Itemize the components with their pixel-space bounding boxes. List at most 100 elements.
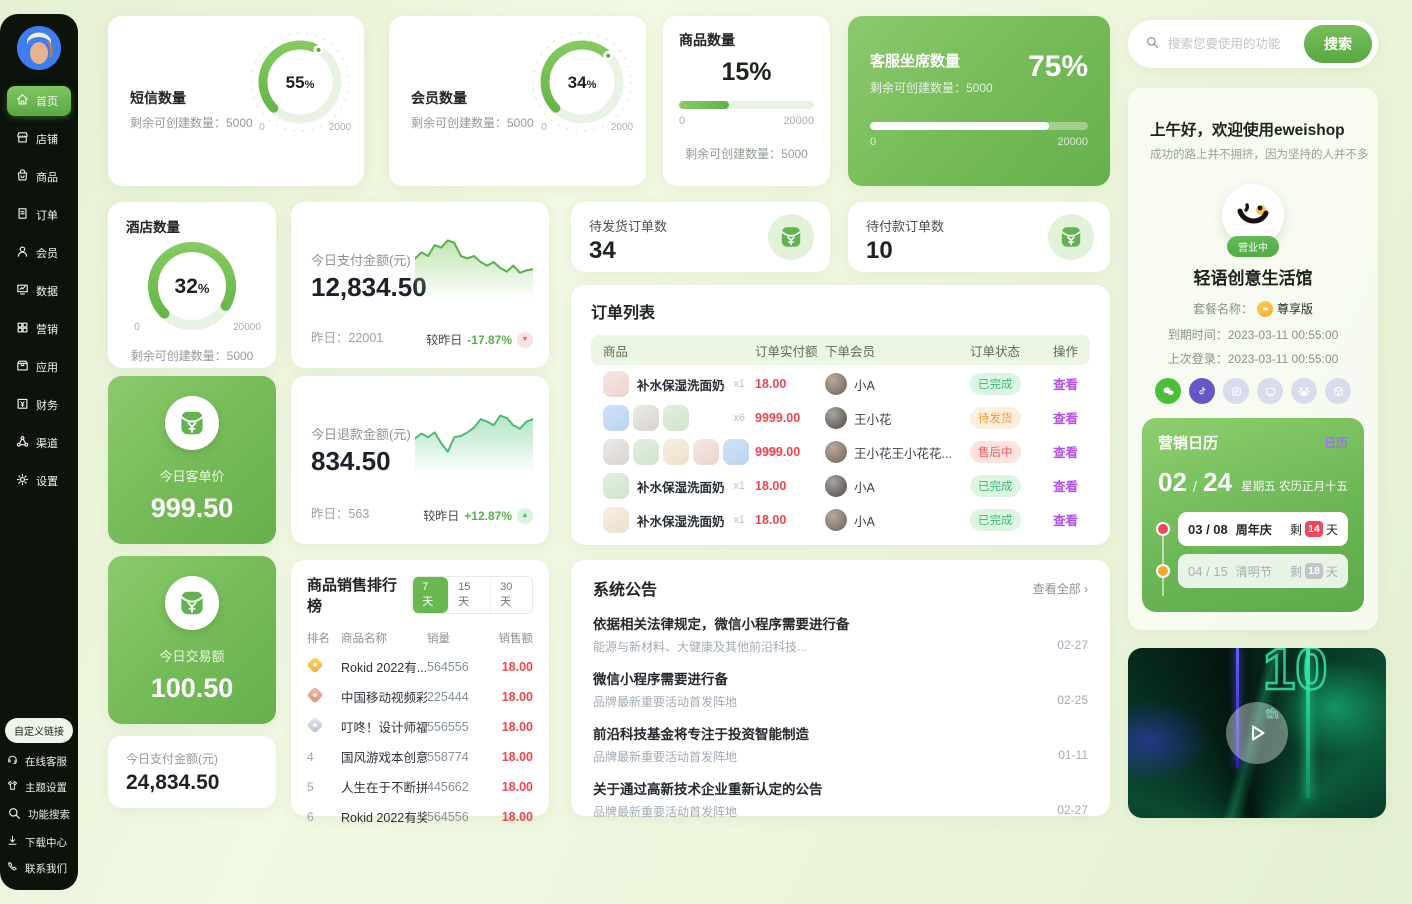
member-avatar [825,373,847,395]
trade-amount-card: 今日交易额 100.50 [108,556,276,724]
order-amount: 18.00 [755,479,787,493]
sidebar-item[interactable]: 营销 [7,314,71,344]
order-table-header: 商品 订单实付额 下单会员 订单状态 操作 [591,335,1090,365]
sidebar-footer-item[interactable]: 主题设置 [6,779,72,795]
trend-down-icon: ▼ [517,331,533,348]
list-item: 4 国风游戏本创意... 558774 18.00 [307,747,533,766]
order-amount: 18.00 [755,513,787,527]
list-item: Rokid 2022有... 564556 18.00 [306,656,533,676]
list-item: 6 Rokid 2022有奖征... 564556 18.00 [307,807,533,826]
remain-text: 剩余可创建数量：5000 [130,349,254,363]
function-search-bar: 搜索 [1128,20,1378,68]
channel-icons [1128,378,1378,404]
calendar-link[interactable]: 日历 [1323,436,1348,450]
order-amount: 18.00 [755,377,787,391]
hotel-gauge: 32% 0 20000 [134,242,261,333]
sidebar-item[interactable]: 应用 [7,352,71,382]
compare-row: 较昨日 +12.87% ▲ [423,507,533,524]
sidebar-item[interactable]: 店铺 [7,124,71,154]
status-badge: 售后中 [970,441,1021,463]
search-input[interactable] [1168,37,1304,51]
trend-up-icon: ▲ [517,507,533,524]
play-button-icon[interactable] [1226,702,1288,764]
member-avatar [825,475,847,497]
video-caption-small: th [1265,706,1279,722]
view-order-link[interactable]: 查看 [1052,514,1078,528]
announcement-date: 02-27 [1057,803,1088,817]
red-packet-icon [768,214,814,260]
table-row: x6 9999.00 王小花 待发货 查看 [591,403,1090,433]
announcement-item[interactable]: 依据相关法律规定，微信小程序需要进行备 能源与新材料、大健康及其他前沿科技...… [593,613,1088,655]
sidebar: 首页 店铺 商品 订单 会员 [0,14,78,890]
sidebar-item[interactable]: 订单 [7,200,71,230]
view-all-link[interactable]: 查看全部 › [1032,581,1088,596]
yesterday-value: 昨日：563 [311,507,370,521]
to-ship-count: 34 [589,237,616,264]
card-title: 酒店数量 [126,220,180,235]
qq-icon[interactable] [1257,378,1283,404]
neon-beam [1306,648,1310,798]
sidebar-item[interactable]: 设置 [7,466,71,496]
announcement-desc: 能源与新材料、大健康及其他前沿科技... [593,640,808,654]
ranking-tabs: 7天 15天 30天 [411,576,533,614]
ranking-tab[interactable]: 30天 [490,577,532,613]
card-title: 今日支付金额(元) [311,253,411,268]
view-order-link[interactable]: 查看 [1052,480,1078,494]
sidebar-footer-item[interactable]: 在线客服 [6,753,72,769]
ranking-tab[interactable]: 7天 [412,577,449,613]
remain-text: 剩余可创建数量：5000 [130,116,253,130]
sidebar-item[interactable]: 渠道 [7,428,71,458]
calendar-week: 星期五 农历正月十五 [1241,481,1348,493]
calendar-event[interactable]: 04 / 15 清明节 剩 18 天 [1158,554,1348,588]
sidebar-footer-item[interactable]: 下载中心 [6,834,72,850]
sidebar-item[interactable]: 数据 [7,276,71,306]
sidebar-item[interactable]: 会员 [7,238,71,268]
shop-name: 轻语创意生活馆 [1193,269,1313,288]
app-icon [15,358,30,376]
package-name: 尊享版 [1277,302,1314,316]
announcement-item[interactable]: 前沿科技基金将专注于投资智能制造 品牌最新重要活动首发阵地 01-11 [593,723,1088,765]
calendar-event[interactable]: 03 / 08 周年庆 剩 14 天 [1158,512,1348,546]
order-amount: 9999.00 [755,411,801,425]
product-qty: x6 [733,412,745,424]
announcement-title: 微信小程序需要进行备 [593,672,728,687]
gauge-min: 0 [134,322,140,333]
sidebar-footer-label: 主题设置 [25,781,67,794]
sidebar-footer-item[interactable]: 联系我们 [6,860,72,876]
today-pay-card: 今日支付金额(元) 12,834.50 昨日：22001 较昨日 -17.87%… [291,202,549,368]
card-title: 待发货订单数 [589,219,668,234]
announcement-item[interactable]: 关于通过高新技术企业重新认定的公告 品牌最新重要活动首发阵地 02-27 [593,778,1088,820]
sales-amount: 18.00 [501,779,533,794]
sidebar-item[interactable]: 财务 [7,390,71,420]
pay-total-card: 今日支付金额(元) 24,834.50 [108,736,276,808]
sidebar-item[interactable]: 商品 [7,162,71,192]
view-order-link[interactable]: 查看 [1052,378,1078,392]
promo-video[interactable]: 10 th [1128,648,1386,818]
order-rows: 补水保湿洗面奶植物萃... x1 18.00 小A 已完成 查看 [591,369,1090,535]
sidebar-footer-item[interactable]: 功能搜索 [6,805,72,824]
view-order-link[interactable]: 查看 [1052,446,1078,460]
cube-icon[interactable] [1325,378,1351,404]
sales-count: 564556 [427,659,469,674]
baidu-icon[interactable] [1291,378,1317,404]
member-name: 王小花 [854,412,892,427]
ranking-header: 排名 商品名称 销量 销售额 [307,633,533,645]
douyin-icon[interactable] [1189,378,1215,404]
product-thumb [603,371,629,397]
search-button[interactable]: 搜索 [1304,25,1372,63]
toutiao-icon[interactable] [1223,378,1249,404]
custom-link-button[interactable]: 自定义链接 [5,718,73,743]
order-icon [15,206,30,224]
member-gauge: 34% 0 2000 [524,28,640,149]
ranking-tab[interactable]: 15天 [448,577,490,613]
sidebar-item[interactable]: 首页 [7,86,71,116]
sales-amount: 18.00 [501,689,533,704]
order-list-card: 订单列表 商品 订单实付额 下单会员 订单状态 操作 补水保湿洗面奶植物萃...… [571,285,1110,545]
announcement-item[interactable]: 微信小程序需要进行备 品牌最新重要活动首发阵地 02-25 [593,668,1088,710]
view-order-link[interactable]: 查看 [1052,412,1078,426]
sales-amount: 18.00 [501,659,533,674]
status-badge: 已完成 [970,509,1021,531]
user-avatar[interactable] [17,26,61,70]
wechat-icon[interactable] [1155,378,1181,404]
to-pay-count: 10 [866,237,893,264]
